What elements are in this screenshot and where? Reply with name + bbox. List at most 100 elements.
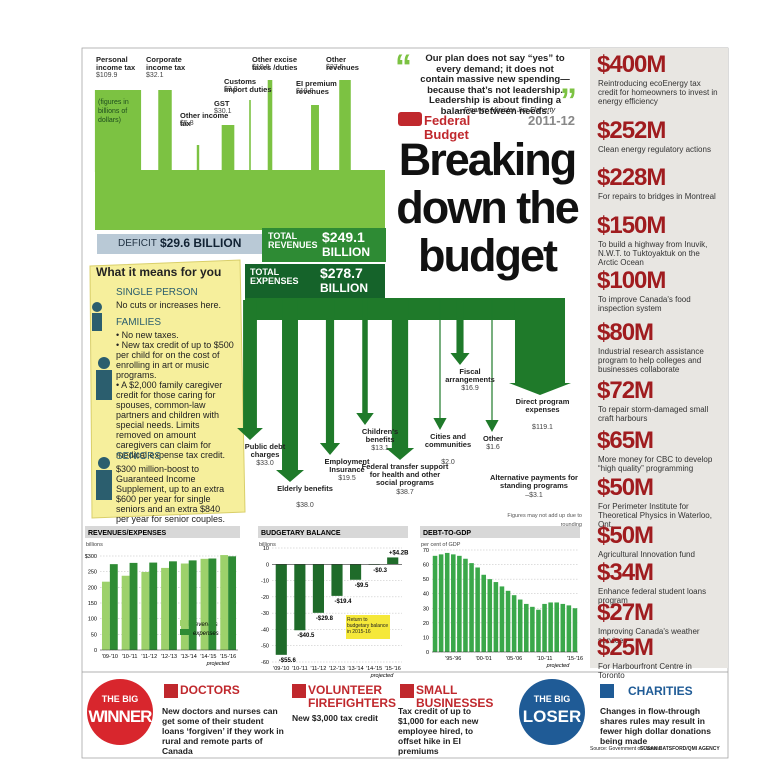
winner-title: SMALL BUSINESSES <box>416 683 494 710</box>
winner-badge <box>87 679 153 745</box>
y-tick-label: 60 <box>423 563 429 569</box>
person-icon <box>92 313 102 331</box>
badge-text: THE BIG <box>534 694 571 704</box>
bar <box>493 582 499 652</box>
bar <box>121 575 130 650</box>
bar <box>469 563 474 652</box>
value-label: -$19.4 <box>334 599 352 605</box>
expense-arrow <box>276 300 304 482</box>
revenue-band <box>196 145 200 172</box>
projected-note: projected <box>370 673 395 679</box>
bar <box>200 558 209 650</box>
x-tick-label: '14-'15 <box>366 666 382 672</box>
bar <box>566 605 572 652</box>
revenue-value: $3.8 <box>224 86 238 93</box>
bar <box>228 556 237 650</box>
revenue-label: Personal income tax <box>96 55 136 72</box>
winner-text: Tax credit of up to $1,000 for each new … <box>398 706 479 756</box>
deficit-amount: $29.6 BILLION <box>160 236 242 250</box>
x-tick-label: '10-'11 <box>292 666 308 672</box>
revenue-value: $27.5 <box>326 64 344 71</box>
annotation-box <box>346 615 390 639</box>
legend-label: revenues <box>193 622 218 628</box>
spending-amount: $252M <box>597 117 666 144</box>
y-tick-label: 0 <box>94 648 97 654</box>
spending-amount: $80M <box>597 319 654 346</box>
expenses-box <box>245 264 385 298</box>
bar <box>548 602 553 652</box>
revenue-label: Other excise taxes /duties <box>252 55 298 72</box>
x-tick-label: '12-'13 <box>161 654 177 660</box>
revenue-band <box>311 105 319 172</box>
value-label: -$40.5 <box>297 633 315 639</box>
seniors-icon <box>96 470 112 500</box>
spending-amount: $25M <box>597 634 654 661</box>
total-expenses-label: TOTAL EXPENSES <box>250 267 299 286</box>
group-text: • No new taxes. <box>116 330 179 340</box>
winner-title: VOLUNTEER FIREFIGHTERS <box>308 683 397 710</box>
family-icon <box>98 357 110 369</box>
badge-text: WINNER <box>89 707 153 726</box>
badge-text: LOSER <box>523 707 582 726</box>
group-text: • New tax credit of up to $500 per child… <box>116 340 234 380</box>
winner-title: DOCTORS <box>180 683 240 697</box>
x-tick-label: '11-'12 <box>311 666 327 672</box>
revenue-band <box>94 90 142 172</box>
spending-amount: $400M <box>597 51 666 78</box>
revenue-label: Other revenues <box>326 55 359 72</box>
legend-label: expenses <box>193 631 219 637</box>
group-title: SINGLE PERSON <box>116 287 198 298</box>
y-tick-label: 50 <box>91 632 97 638</box>
chart-title-bar <box>258 526 408 538</box>
bar <box>141 571 150 650</box>
x-tick-label: '13-'14 <box>181 654 197 660</box>
x-tick-label: '95-'96 <box>445 656 461 662</box>
projected-note: projected <box>206 661 231 667</box>
winner-text: New $3,000 tax credit <box>292 713 378 723</box>
total-revenues-amount: $249.1 <box>322 229 365 245</box>
bar <box>505 590 511 652</box>
expense-value: $19.5 <box>338 475 356 482</box>
value-label: -$9.5 <box>355 583 369 589</box>
means-box <box>89 259 246 519</box>
y-tick-label: 150 <box>88 601 97 607</box>
bar <box>101 581 110 650</box>
bar <box>560 603 566 652</box>
expense-arrow <box>385 300 415 460</box>
expense-label: Federal transfer support for health and … <box>361 462 449 487</box>
spending-text: Agricultural Innovation fund <box>598 550 695 559</box>
y-tick-label: 10 <box>423 635 429 641</box>
expense-label: Children's benefits <box>361 427 399 444</box>
spending-amount: $72M <box>597 377 654 404</box>
revenue-band <box>221 125 235 172</box>
bar <box>572 608 578 652</box>
spending-amount: $34M <box>597 559 654 586</box>
family-icon <box>96 370 112 400</box>
spending-text: For Perimeter Institute for Theoretical … <box>598 502 712 529</box>
expense-value: $1.6 <box>486 444 500 451</box>
x-tick-label: '10-'11 <box>537 656 553 662</box>
revenue-value: $109.9 <box>96 72 118 79</box>
bar <box>517 599 523 652</box>
annotation: Return to budgetary balance in 2015-16 <box>347 617 389 635</box>
y-tick-label: 20 <box>423 621 429 627</box>
expense-label: Public debt charges <box>244 442 286 459</box>
bar <box>208 558 217 650</box>
expense-value: $13.1 <box>371 445 389 452</box>
quote-mark: “ <box>395 48 412 86</box>
chart-unit: billions <box>259 542 276 548</box>
bar <box>161 567 169 650</box>
y-tick-label: -50 <box>261 644 269 650</box>
x-tick-label: '13-'14 <box>347 666 363 672</box>
expense-arrow <box>485 300 499 432</box>
spending-text: For Harbourfront Centre in Toronto <box>598 662 692 680</box>
chart-title-bar <box>420 526 580 538</box>
x-tick-label: '15-'16 <box>385 666 401 672</box>
revenue-band <box>339 80 351 172</box>
bar <box>331 564 343 596</box>
spending-text: More money for CBC to develop “high qual… <box>598 455 713 473</box>
expense-value: $33.0 <box>256 460 274 467</box>
chart-title-bar <box>85 526 240 538</box>
y-tick-label: -10 <box>261 579 269 585</box>
